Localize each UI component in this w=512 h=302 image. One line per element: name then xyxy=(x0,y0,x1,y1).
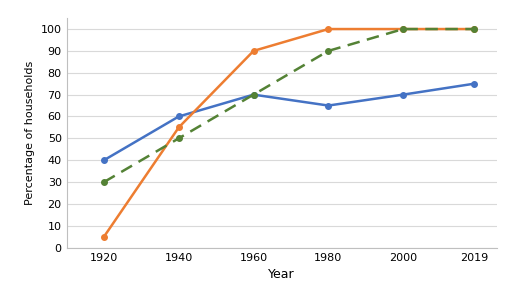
X-axis label: Year: Year xyxy=(268,268,295,281)
Refrigerator xyxy=(250,49,257,53)
Vacuum cleaner xyxy=(176,137,182,140)
Refrigerator xyxy=(176,126,182,129)
Washing machine xyxy=(176,115,182,118)
Vacuum cleaner xyxy=(325,49,331,53)
Washing machine xyxy=(471,82,477,85)
Vacuum cleaner xyxy=(101,180,107,184)
Vacuum cleaner xyxy=(400,27,406,31)
Line: Washing machine: Washing machine xyxy=(101,81,477,163)
Refrigerator xyxy=(101,235,107,239)
Refrigerator xyxy=(325,27,331,31)
Refrigerator xyxy=(400,27,406,31)
Washing machine xyxy=(101,158,107,162)
Washing machine xyxy=(400,93,406,96)
Vacuum cleaner xyxy=(471,27,477,31)
Line: Refrigerator: Refrigerator xyxy=(101,26,477,239)
Line: Vacuum cleaner: Vacuum cleaner xyxy=(101,26,477,185)
Y-axis label: Percentage of households: Percentage of households xyxy=(25,61,35,205)
Vacuum cleaner xyxy=(250,93,257,96)
Refrigerator xyxy=(471,27,477,31)
Washing machine xyxy=(325,104,331,108)
Washing machine xyxy=(250,93,257,96)
